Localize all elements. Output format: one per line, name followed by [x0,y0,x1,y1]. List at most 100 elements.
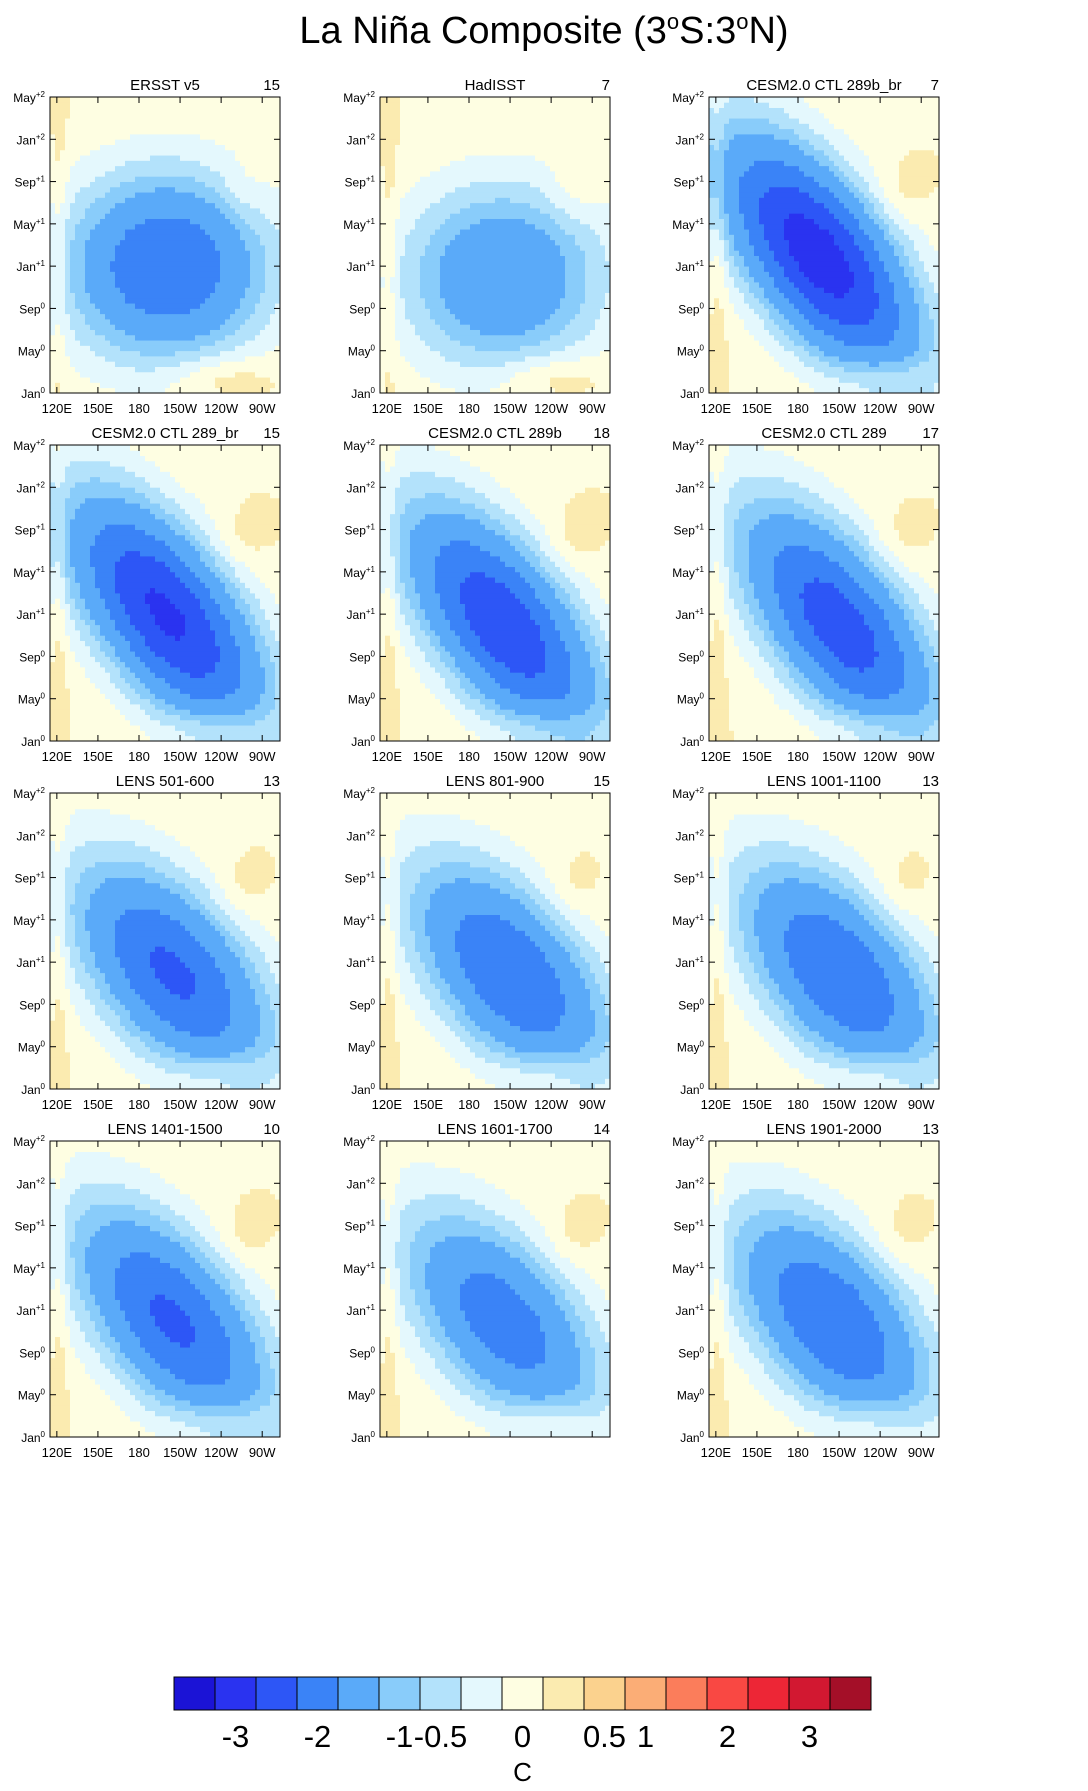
heatmap-cell [500,361,506,367]
heatmap-cell [475,171,481,177]
heatmap-cell [415,350,421,357]
heatmap-cell [115,276,121,283]
heatmap-cell [555,234,561,241]
heatmap-cell [160,334,166,341]
heatmap-cell [485,260,491,267]
heatmap-cell [515,165,521,172]
heatmap-cell [80,287,86,293]
heatmap-cell [480,287,486,293]
heatmap-cell [85,340,91,346]
heatmap-cell [245,186,251,193]
heatmap-cell [155,197,161,204]
heatmap-cell [250,250,256,256]
heatmap-cell [485,234,491,241]
heatmap-cell [210,276,216,283]
heatmap-cell [185,371,191,378]
heatmap-cell [215,345,221,352]
heatmap-cell [210,128,216,135]
heatmap-cell [415,234,421,241]
heatmap-cell [575,276,581,283]
heatmap-cell [590,287,596,293]
heatmap-cell [500,208,506,214]
heatmap-cell [250,371,256,378]
heatmap-cell [170,361,176,367]
heatmap-cell [540,303,546,309]
heatmap-cell [130,229,136,235]
heatmap-cell [385,324,391,330]
heatmap-cell [200,229,206,235]
heatmap-cell [70,297,76,304]
heatmap-cell [445,176,451,182]
x-tick-label: 120E [42,401,73,416]
heatmap-cell [455,192,461,198]
heatmap-cell [450,218,456,225]
heatmap-cell [460,239,466,246]
heatmap-cell [195,329,201,336]
heatmap-cell [120,356,126,362]
heatmap-cell [385,223,391,230]
heatmap-cell [460,377,466,383]
heatmap-cell [515,139,521,145]
heatmap-cell [480,382,486,389]
heatmap-cell [410,107,416,114]
heatmap-cell [395,186,401,193]
heatmap-cell [225,202,231,209]
heatmap-cell [165,382,171,389]
heatmap-cell [65,112,71,119]
heatmap-cell [415,329,421,336]
heatmap-cell [410,356,416,362]
heatmap-cell [465,112,471,119]
heatmap-cell [130,144,136,151]
heatmap-cell [210,382,216,389]
heatmap-cell [550,118,556,124]
heatmap-cell [525,266,531,272]
heatmap-cell [245,181,251,188]
heatmap-cell [110,208,116,214]
heatmap-cell [580,250,586,256]
heatmap-cell [65,192,71,198]
heatmap-cell [260,139,266,145]
heatmap-cell [420,160,426,167]
heatmap-cell [415,371,421,378]
heatmap-cell [180,102,186,108]
heatmap-cell [405,197,411,204]
heatmap-cell [560,176,566,182]
heatmap-cell [435,266,441,272]
heatmap-cell [115,239,121,246]
heatmap-cell [435,139,441,145]
heatmap-cell [400,149,406,156]
heatmap-cell [205,303,211,309]
heatmap-cell [490,303,496,309]
heatmap-cell [75,134,81,140]
heatmap-cell [150,118,156,124]
heatmap-cell [235,160,241,167]
heatmap-cell [555,97,561,103]
heatmap-cell [210,245,216,251]
heatmap-cell [145,287,151,293]
heatmap-cell [150,382,156,389]
heatmap-cell [480,239,486,246]
heatmap-cell [455,139,461,145]
heatmap-cell [580,155,586,161]
heatmap-cell [275,324,281,330]
heatmap-cell [275,202,281,209]
heatmap-cell [195,202,201,209]
heatmap-cell [585,319,591,325]
heatmap-cell [570,382,576,389]
heatmap-cell [235,134,241,140]
heatmap-cell [460,165,466,172]
heatmap-cell [160,340,166,346]
heatmap-cell [395,112,401,119]
heatmap-cell [575,387,581,394]
heatmap-cell [435,308,441,315]
heatmap-cell [450,308,456,315]
heatmap-cell [545,260,551,267]
heatmap-cell [545,239,551,246]
heatmap-cell [570,160,576,167]
heatmap-cell [515,387,521,394]
heatmap-cell [85,223,91,230]
heatmap-cell [215,361,221,367]
heatmap-cell [500,134,506,140]
heatmap-cell [405,366,411,373]
heatmap-cell [70,271,76,278]
